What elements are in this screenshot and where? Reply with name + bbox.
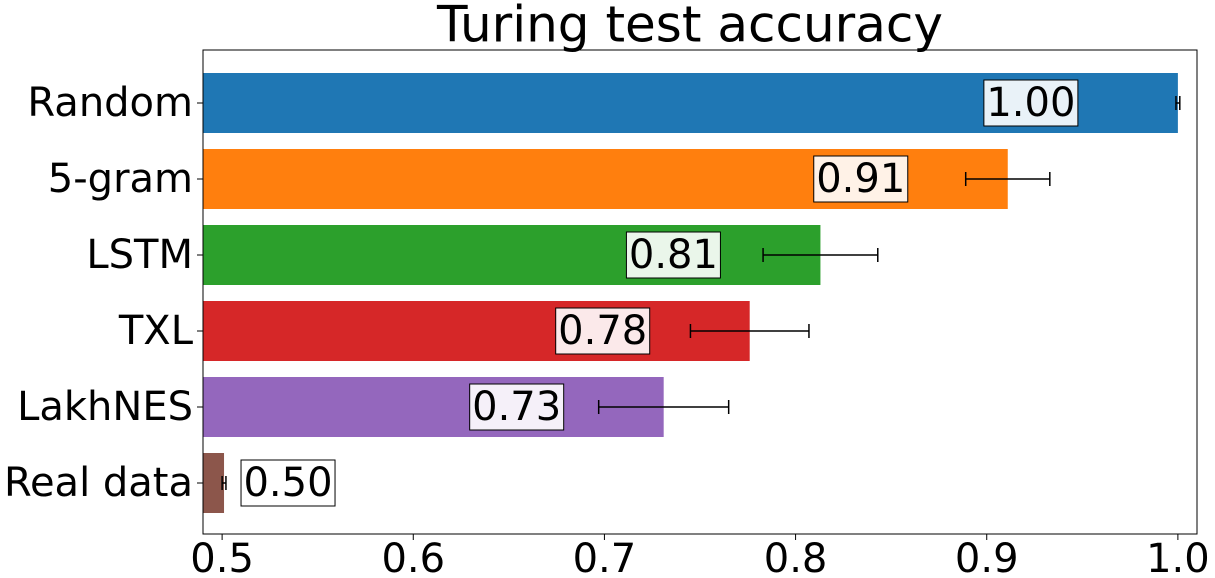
chart-title: Turing test accuracy [436, 0, 943, 54]
x-tick-label: 0.8 [764, 536, 828, 578]
value-label: 0.73 [472, 384, 561, 430]
bar [203, 301, 750, 361]
value-label: 0.78 [558, 308, 647, 354]
plot-frame [202, 49, 1198, 535]
value-label-box [240, 459, 336, 507]
bar [203, 377, 664, 437]
x-tick-label: 0.9 [955, 536, 1019, 578]
y-tick-label: LakhNES [17, 384, 193, 430]
value-label-box [469, 383, 565, 431]
y-tick-label: LSTM [86, 232, 193, 278]
value-label-box [555, 307, 651, 355]
value-label: 0.91 [816, 156, 905, 202]
y-tick-label: Random [27, 80, 193, 126]
y-tick-label: Real data [4, 460, 193, 506]
value-label-box [813, 155, 909, 203]
value-label: 1.00 [986, 80, 1075, 126]
x-tick-label: 0.6 [381, 536, 445, 578]
value-label-box [983, 79, 1079, 127]
bar [203, 453, 225, 513]
value-label: 0.81 [629, 232, 718, 278]
value-label: 0.50 [243, 460, 332, 506]
x-tick-label: 0.5 [190, 536, 254, 578]
x-tick-label: 0.7 [573, 536, 637, 578]
x-tick-label: 1.0 [1146, 536, 1210, 578]
bar [203, 225, 821, 285]
y-tick-label: TXL [118, 308, 194, 354]
value-label-box [625, 231, 721, 279]
y-tick-label: 5-gram [48, 156, 193, 202]
